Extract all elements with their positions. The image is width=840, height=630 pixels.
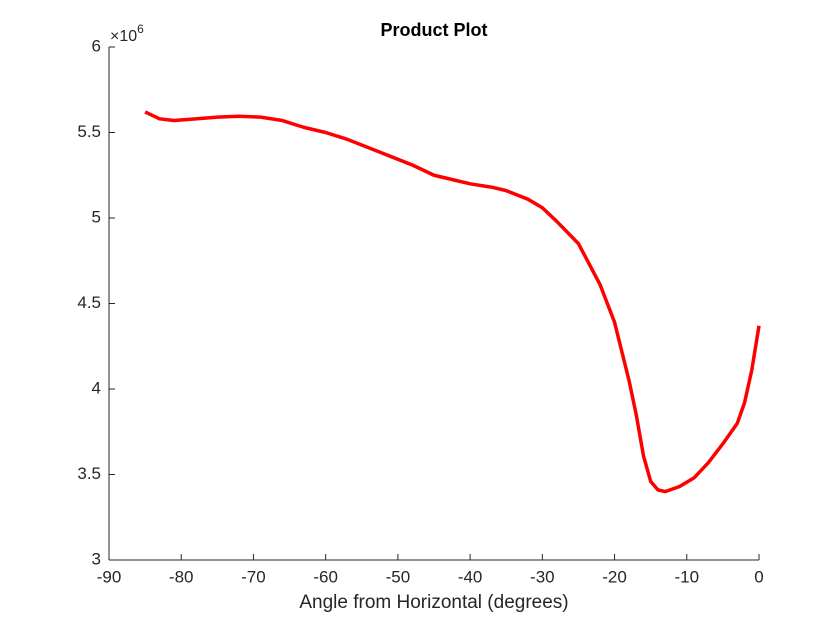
- y-tick-label: 6: [92, 36, 101, 55]
- chart-title: Product Plot: [381, 20, 488, 40]
- y-tick-label: 5: [92, 207, 101, 226]
- y-tick-label: 3: [92, 549, 101, 568]
- x-tick-label: -80: [169, 567, 194, 586]
- y-multiplier-base: ×10: [110, 28, 137, 45]
- x-tick-label: -70: [241, 567, 266, 586]
- x-tick-label: -40: [458, 567, 483, 586]
- y-multiplier-exponent: 6: [137, 22, 144, 36]
- y-multiplier: ×106: [110, 22, 144, 45]
- data-line: [144, 110, 761, 494]
- y-tick-label: 3.5: [77, 464, 101, 483]
- x-tick-label: -20: [602, 567, 627, 586]
- x-tick-label: -50: [386, 567, 411, 586]
- x-tick-label: 0: [754, 567, 763, 586]
- y-tick-label: 4.5: [77, 293, 101, 312]
- x-axis-label: Angle from Horizontal (degrees): [299, 592, 568, 613]
- x-tick-label: -90: [97, 567, 122, 586]
- x-tick-label: -10: [674, 567, 699, 586]
- x-tick-label: -60: [313, 567, 338, 586]
- y-tick-label: 5.5: [77, 122, 101, 141]
- y-tick-label: 4: [92, 378, 101, 397]
- x-tick-label: -30: [530, 567, 555, 586]
